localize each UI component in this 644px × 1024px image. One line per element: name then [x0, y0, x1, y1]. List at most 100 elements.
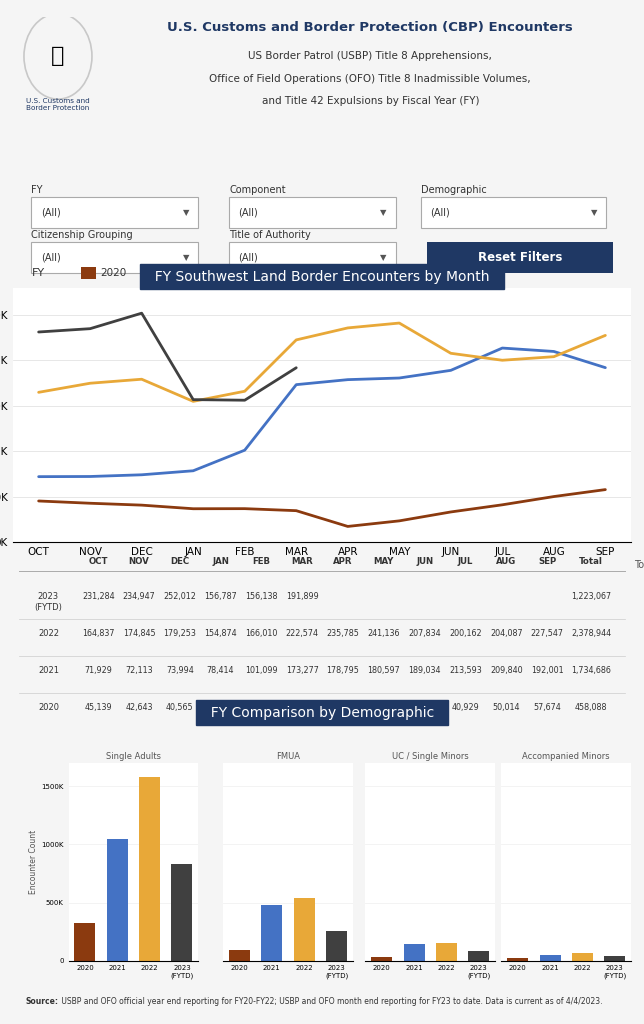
Text: 2,378,944: 2,378,944 [571, 630, 611, 638]
FancyBboxPatch shape [406, 267, 421, 279]
Text: ▼: ▼ [183, 208, 189, 217]
Text: 72,113: 72,113 [125, 667, 153, 676]
Text: OCT: OCT [88, 557, 108, 566]
Text: 33,049: 33,049 [411, 703, 439, 713]
Text: FMUA: FMUA [276, 752, 300, 761]
FancyBboxPatch shape [32, 198, 198, 228]
Text: Citizenship Grouping: Citizenship Grouping [32, 229, 133, 240]
Text: 179,253: 179,253 [164, 630, 196, 638]
FancyBboxPatch shape [298, 267, 312, 279]
Text: ▼: ▼ [183, 253, 189, 262]
Text: 1,223,067: 1,223,067 [571, 593, 611, 601]
Text: JUN: JUN [416, 557, 433, 566]
Text: 164,837: 164,837 [82, 630, 115, 638]
Text: DEC: DEC [170, 557, 189, 566]
Text: 2020: 2020 [38, 703, 59, 713]
Text: (All): (All) [238, 208, 258, 218]
Text: JAN: JAN [212, 557, 229, 566]
Text: UC / Single Minors: UC / Single Minors [392, 752, 469, 761]
Text: Accompanied Minors: Accompanied Minors [522, 752, 610, 761]
Text: MAR: MAR [291, 557, 313, 566]
Text: 2022: 2022 [38, 630, 59, 638]
Text: 241,136: 241,136 [368, 630, 400, 638]
Text: 40,929: 40,929 [451, 703, 479, 713]
Text: FY: FY [32, 184, 43, 195]
Text: 71,929: 71,929 [84, 667, 112, 676]
Text: Reset Filters: Reset Filters [478, 251, 562, 264]
Text: 191,899: 191,899 [286, 593, 319, 601]
Text: 235,785: 235,785 [327, 630, 359, 638]
Text: Title of Authority: Title of Authority [229, 229, 311, 240]
Text: 189,034: 189,034 [408, 667, 441, 676]
Text: U.S. Customs and
Border Protection: U.S. Customs and Border Protection [26, 98, 90, 111]
Text: 222,574: 222,574 [286, 630, 319, 638]
Text: ▼: ▼ [381, 253, 387, 262]
Text: 204,087: 204,087 [490, 630, 522, 638]
Text: (All): (All) [41, 208, 61, 218]
Text: (All): (All) [238, 253, 258, 263]
Text: ▼: ▼ [591, 208, 597, 217]
Text: USBP and OFO official year end reporting for FY20-FY22; USBP and OFO month end r: USBP and OFO official year end reporting… [59, 996, 603, 1006]
FancyBboxPatch shape [427, 242, 612, 273]
Text: 252,012: 252,012 [164, 593, 196, 601]
Text: 2022: 2022 [317, 267, 343, 278]
Text: Component: Component [229, 184, 286, 195]
Text: 42,643: 42,643 [125, 703, 153, 713]
Text: 45,139: 45,139 [84, 703, 112, 713]
FancyBboxPatch shape [229, 198, 396, 228]
Text: 78,414: 78,414 [207, 667, 234, 676]
FancyBboxPatch shape [81, 267, 96, 279]
Text: 2023
(FYTD): 2023 (FYTD) [35, 593, 62, 612]
Text: Demographic: Demographic [421, 184, 487, 195]
Text: 101,099: 101,099 [245, 667, 278, 676]
FancyBboxPatch shape [229, 242, 396, 273]
Text: 2021: 2021 [209, 267, 235, 278]
Text: Source:: Source: [25, 996, 58, 1006]
Text: Total: Total [634, 560, 644, 569]
Text: 209,840: 209,840 [490, 667, 522, 676]
Text: AUG: AUG [496, 557, 516, 566]
Text: MAY: MAY [374, 557, 394, 566]
Text: 36,687: 36,687 [248, 703, 275, 713]
Text: 458,088: 458,088 [575, 703, 607, 713]
Text: 156,138: 156,138 [245, 593, 278, 601]
Text: 73,994: 73,994 [166, 667, 194, 676]
Text: 213,593: 213,593 [449, 667, 482, 676]
Text: Office of Field Operations (OFO) Title 8 Inadmissible Volumes,: Office of Field Operations (OFO) Title 8… [209, 74, 531, 84]
Text: 166,010: 166,010 [245, 630, 278, 638]
Text: 57,674: 57,674 [533, 703, 561, 713]
Text: 174,845: 174,845 [123, 630, 155, 638]
Text: and Title 42 Expulsions by Fiscal Year (FY): and Title 42 Expulsions by Fiscal Year (… [261, 96, 479, 106]
Text: APR: APR [334, 557, 353, 566]
Text: 200,162: 200,162 [449, 630, 482, 638]
Text: FY: FY [32, 267, 44, 278]
Text: 2021: 2021 [38, 667, 59, 676]
Title:   FY Comparison by Demographic  : FY Comparison by Demographic [202, 706, 442, 720]
Text: 🦅: 🦅 [52, 46, 64, 67]
Text: 2020: 2020 [100, 267, 127, 278]
Text: 17,106: 17,106 [329, 703, 357, 713]
Text: FEB: FEB [252, 557, 270, 566]
Text: (All): (All) [41, 253, 61, 263]
Text: 40,565: 40,565 [166, 703, 194, 713]
Text: 34,460: 34,460 [289, 703, 316, 713]
FancyBboxPatch shape [189, 267, 204, 279]
Text: Single Adults: Single Adults [106, 752, 161, 761]
Text: 23,237: 23,237 [370, 703, 398, 713]
Text: 173,277: 173,277 [286, 667, 319, 676]
Text: U.S. Customs and Border Protection (CBP) Encounters: U.S. Customs and Border Protection (CBP)… [167, 22, 573, 34]
Text: 1,734,686: 1,734,686 [571, 667, 611, 676]
Text: 156,787: 156,787 [204, 593, 237, 601]
Text: 192,001: 192,001 [531, 667, 564, 676]
Text: 234,947: 234,947 [122, 593, 155, 601]
Text: SEP: SEP [538, 557, 556, 566]
Text: 154,874: 154,874 [204, 630, 237, 638]
Text: ▼: ▼ [381, 208, 387, 217]
Text: 231,284: 231,284 [82, 593, 115, 601]
Text: JUL: JUL [458, 557, 473, 566]
Text: 2023 (FYTD): 2023 (FYTD) [425, 267, 489, 278]
Text: 50,014: 50,014 [493, 703, 520, 713]
FancyBboxPatch shape [32, 242, 198, 273]
Text: Total: Total [580, 557, 603, 566]
Text: 207,834: 207,834 [408, 630, 441, 638]
